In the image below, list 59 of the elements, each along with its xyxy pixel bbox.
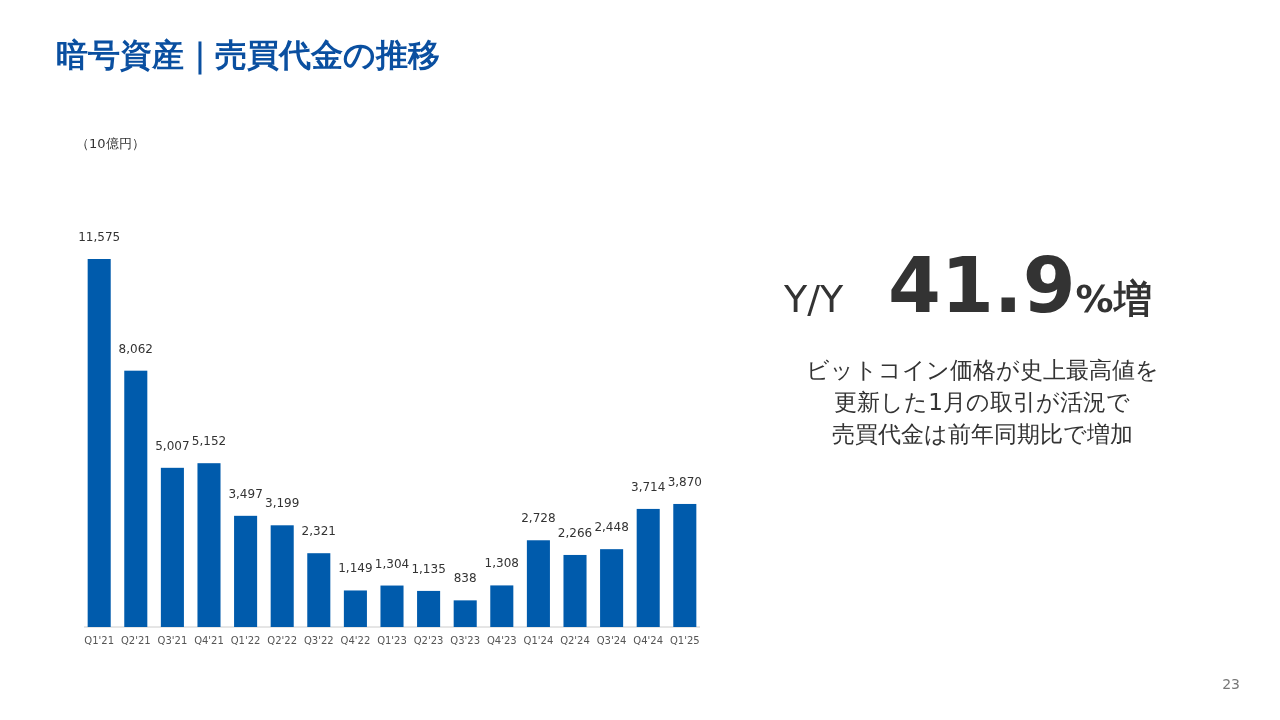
x-tick-label: Q4'22 (340, 635, 371, 646)
text: 41.9%増 (888, 241, 1152, 330)
x-tick-label: Q3'22 (303, 635, 334, 646)
bar (124, 370, 148, 627)
x-tick-label: Q2'21 (120, 635, 151, 646)
text: Y/Y (783, 277, 845, 321)
data-label: 5,152 (191, 434, 227, 449)
text: （10億円） (76, 136, 145, 151)
data-label: 2,448 (594, 520, 629, 535)
data-label: 3,497 (228, 486, 263, 501)
x-tick-label: Q2'24 (560, 635, 590, 646)
data-label: 5,007 (155, 438, 190, 453)
bar (234, 515, 258, 627)
x-tick-label: Q2'22 (267, 635, 298, 646)
x-tick-label: Q1'25 (669, 635, 700, 646)
text: 23 (1222, 676, 1240, 692)
bar (160, 467, 184, 627)
bar (490, 585, 514, 627)
x-tick-label: Q3'24 (596, 635, 627, 646)
x-tick-label: Q1'21 (84, 635, 115, 646)
text: 更新した1月の取引が活況で (834, 389, 1130, 415)
x-tick-label: Q2'23 (413, 635, 444, 646)
chart-title: 暗号資産｜売買代金の推移 (56, 36, 440, 75)
bar (307, 553, 331, 627)
data-label: 2,321 (301, 524, 336, 539)
x-tick-label: Q1'23 (377, 635, 407, 646)
text: 売買代金は前年同期比で増加 (831, 421, 1133, 447)
x-tick-label: Q3'21 (157, 635, 188, 646)
bar (600, 549, 624, 627)
data-label: 1,308 (484, 556, 519, 571)
bar (270, 525, 294, 627)
bar (673, 503, 697, 627)
data-label: 2,728 (521, 511, 556, 526)
data-label: 1,135 (411, 561, 446, 576)
data-label: 1,304 (374, 556, 410, 571)
x-tick-label: Q1'22 (230, 635, 261, 646)
bar (453, 600, 477, 627)
bar (343, 590, 367, 627)
bar (197, 463, 221, 627)
bar (87, 259, 111, 627)
x-tick-label: Q3'23 (450, 635, 481, 646)
text: ビットコイン価格が史上最高値を (805, 357, 1159, 383)
data-label: 8,062 (118, 341, 153, 356)
data-label: 3,714 (631, 479, 666, 494)
data-label: 3,199 (265, 496, 300, 511)
data-label: 3,870 (667, 474, 702, 489)
bar (526, 540, 550, 627)
x-tick-label: Q1'24 (523, 635, 554, 646)
x-tick-label: Q4'21 (194, 635, 224, 646)
x-tick-label: Q4'23 (486, 635, 517, 646)
bar (380, 585, 404, 627)
bar (417, 590, 441, 627)
bar (563, 554, 587, 627)
data-label: 11,575 (78, 230, 121, 244)
bar (636, 508, 660, 627)
data-label: 2,266 (557, 525, 593, 540)
data-label: 838 (453, 571, 477, 586)
x-tick-label: Q4'24 (633, 635, 664, 646)
data-label: 1,149 (338, 561, 373, 576)
